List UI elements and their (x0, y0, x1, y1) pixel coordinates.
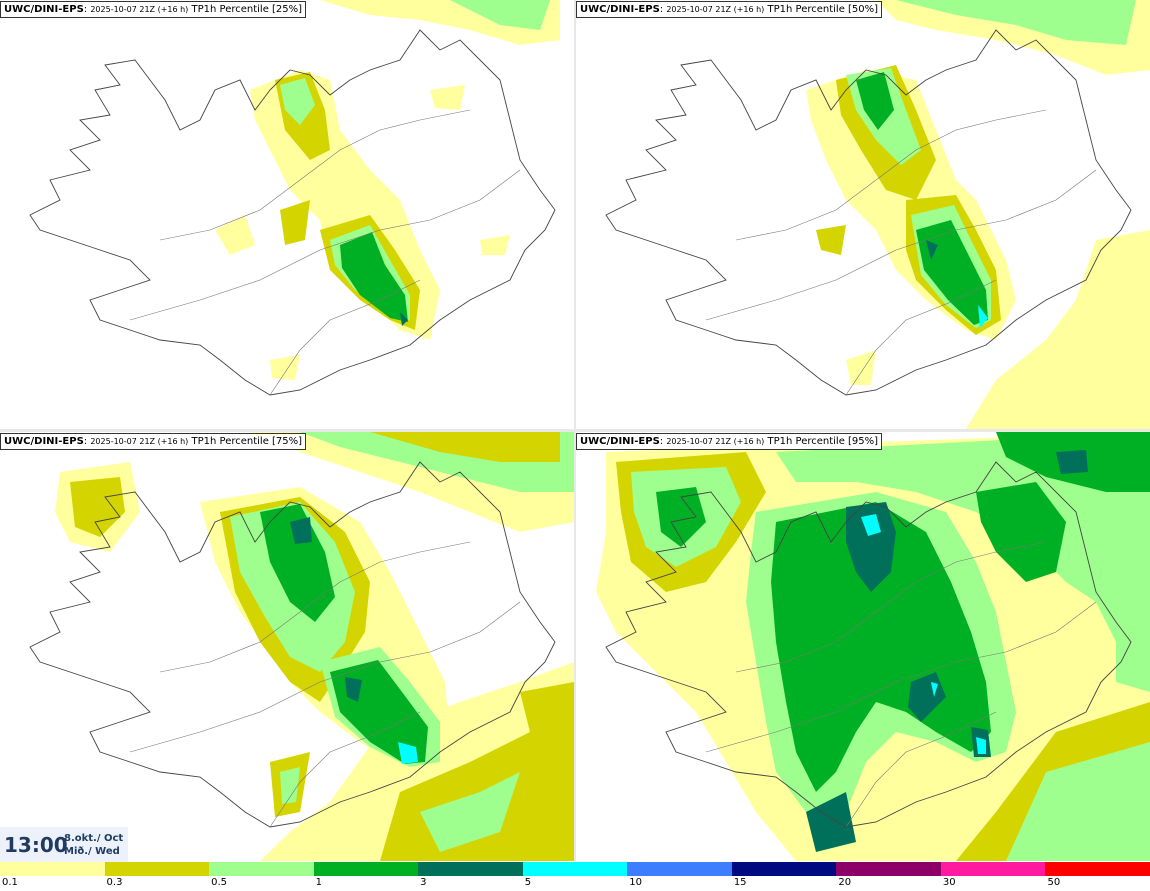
model-name: UWC/DINI-EPS (4, 436, 84, 447)
panel-label: UWC/DINI-EPS: 2025-10-07 21Z (+16 h) TP1… (0, 1, 307, 18)
legend-label: 20 (838, 877, 852, 888)
valid-time: 13:00 (4, 832, 68, 857)
precip-map-p25 (29, 0, 560, 396)
valid-date: 8.okt./ Oct (64, 832, 124, 844)
precip-map-p75 (29, 432, 574, 861)
valid-date-block: 8.okt./ Oct Mið./ Wed (64, 832, 123, 858)
map-panel-p25: UWC/DINI-EPS: 2025-10-07 21Z (+16 h) TP1… (0, 0, 574, 429)
legend-swatch (836, 862, 941, 876)
legend-label: 50 (1047, 877, 1061, 888)
color-legend-labels: 0.1 0.3 0.5 1 3 5 10 15 20 30 50 (0, 877, 1150, 891)
panel-label: UWC/DINI-EPS: 2025-10-07 21Z (+16 h) TP1… (576, 1, 883, 18)
product-name: TP1h Percentile [95%] (767, 436, 879, 447)
legend-swatch (0, 862, 105, 876)
legend-label: 3 (420, 877, 427, 888)
run-time: 2025-10-07 21Z (+16 h) (666, 5, 765, 14)
map-panel-p75: UWC/DINI-EPS: 2025-10-07 21Z (+16 h) TP1… (0, 432, 574, 861)
roads (705, 541, 1097, 828)
run-time: 2025-10-07 21Z (+16 h) (90, 437, 189, 446)
model-name: UWC/DINI-EPS (580, 4, 660, 15)
coastline (605, 461, 1132, 828)
precip-fields (806, 0, 1150, 429)
run-time: 2025-10-07 21Z (+16 h) (90, 5, 189, 14)
legend-label: 1 (315, 877, 322, 888)
product-name: TP1h Percentile [50%] (767, 4, 879, 15)
legend-swatch (104, 862, 210, 876)
precip-map-p95 (576, 432, 1150, 861)
map-panel-p50: UWC/DINI-EPS: 2025-10-07 21Z (+16 h) TP1… (576, 0, 1150, 429)
legend-swatch (418, 862, 523, 876)
precip-fields (576, 432, 1150, 861)
legend-swatch (627, 862, 732, 876)
precip-fields (55, 432, 574, 861)
legend-label: 0.1 (2, 877, 18, 888)
run-time: 2025-10-07 21Z (+16 h) (666, 437, 765, 446)
map-panel-p95: UWC/DINI-EPS: 2025-10-07 21Z (+16 h) TP1… (576, 432, 1150, 861)
legend-label: 0.5 (211, 877, 227, 888)
legend-swatch (313, 862, 419, 876)
coastline (605, 29, 1132, 396)
panel-label: UWC/DINI-EPS: 2025-10-07 21Z (+16 h) TP1… (576, 433, 883, 450)
roads (129, 541, 521, 828)
legend-swatch (209, 862, 314, 876)
legend-swatch (522, 862, 628, 876)
color-legend-bar (0, 862, 1150, 876)
legend-label: 10 (629, 877, 642, 888)
legend-label: 15 (733, 877, 747, 888)
valid-time-box: 13:00 8.okt./ Oct Mið./ Wed (0, 827, 128, 862)
legend-swatch (731, 862, 837, 876)
coastline (29, 29, 556, 396)
product-name: TP1h Percentile [75%] (191, 436, 303, 447)
model-name: UWC/DINI-EPS (580, 436, 660, 447)
precip-fields (215, 0, 560, 380)
model-name: UWC/DINI-EPS (4, 4, 84, 15)
legend-label: 0.3 (106, 877, 123, 888)
valid-weekday: Mið./ Wed (64, 845, 120, 857)
legend-label: 5 (524, 877, 532, 888)
legend-swatch (1045, 862, 1150, 876)
panel-divider-horizontal (0, 429, 1150, 432)
roads (129, 109, 521, 396)
roads (705, 109, 1097, 396)
legend-swatch (940, 862, 1046, 876)
panel-label: UWC/DINI-EPS: 2025-10-07 21Z (+16 h) TP1… (0, 433, 307, 450)
product-name: TP1h Percentile [25%] (191, 4, 303, 15)
coastline (29, 461, 556, 828)
precip-map-p50 (605, 0, 1150, 429)
legend-label: 30 (942, 877, 956, 888)
